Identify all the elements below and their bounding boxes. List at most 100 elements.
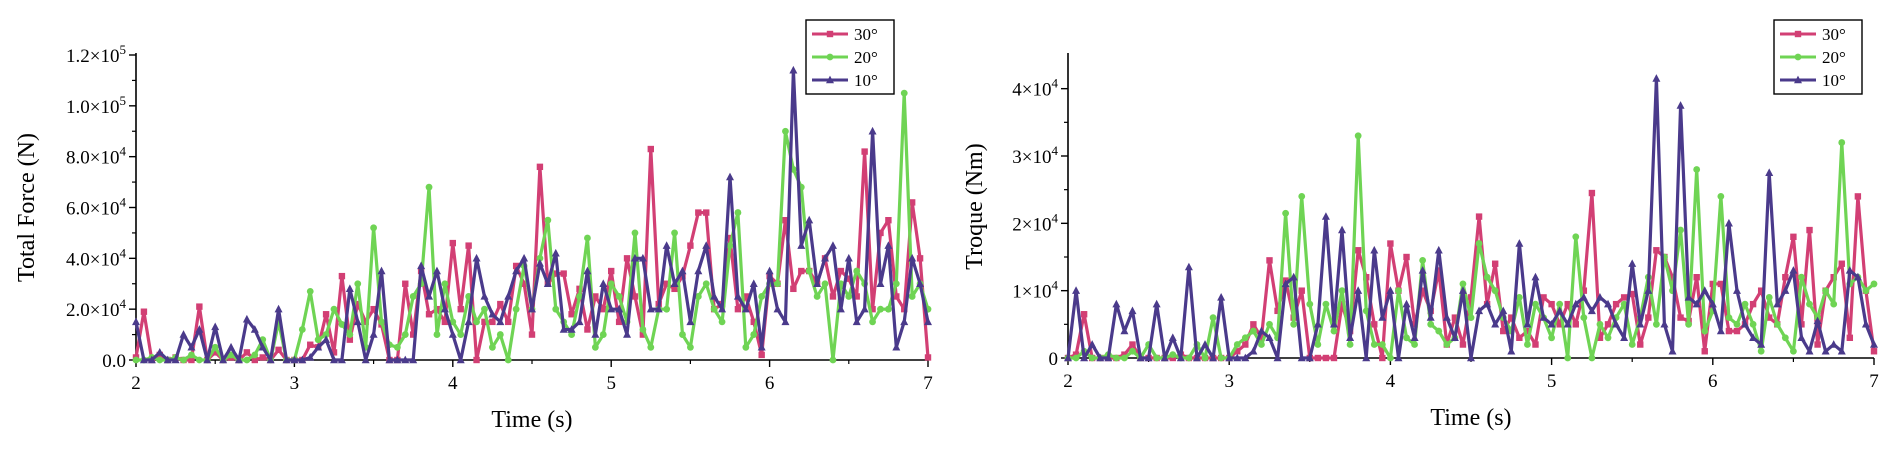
data-point xyxy=(1645,314,1652,321)
x-tick-label: 6 xyxy=(1708,371,1718,392)
data-point xyxy=(924,317,932,326)
data-point xyxy=(1282,209,1290,217)
data-point xyxy=(1838,139,1846,146)
data-point xyxy=(188,356,195,364)
data-point xyxy=(1677,314,1684,321)
data-point xyxy=(307,341,314,348)
data-point xyxy=(1572,233,1580,241)
data-point xyxy=(584,234,591,242)
data-point xyxy=(266,355,275,364)
data-point xyxy=(900,89,908,97)
y-tick-label: 4×104 xyxy=(1012,76,1058,101)
data-point xyxy=(1250,321,1257,328)
data-point xyxy=(1241,353,1250,362)
data-point xyxy=(1233,341,1241,348)
data-point xyxy=(1088,340,1097,348)
data-point xyxy=(1314,341,1322,348)
data-point xyxy=(782,127,789,135)
legend-swatch-marker xyxy=(1794,75,1802,84)
data-point xyxy=(829,356,837,364)
data-point xyxy=(1508,314,1515,321)
data-point xyxy=(425,183,433,191)
data-point xyxy=(718,304,727,313)
data-point xyxy=(1459,280,1467,288)
data-point xyxy=(536,254,544,262)
data-point xyxy=(1773,299,1782,308)
data-point xyxy=(916,279,925,287)
data-point xyxy=(1757,340,1766,348)
data-point xyxy=(1829,340,1838,348)
data-point xyxy=(242,314,251,323)
data-point xyxy=(1717,280,1725,288)
data-point xyxy=(346,336,354,343)
data-point xyxy=(687,343,694,351)
data-point xyxy=(1265,333,1274,341)
data-point xyxy=(505,318,512,326)
data-point xyxy=(1556,300,1564,308)
data-point xyxy=(251,356,258,364)
data-point xyxy=(615,304,624,313)
data-point xyxy=(243,349,251,356)
data-point xyxy=(156,356,164,364)
data-point xyxy=(1136,353,1145,362)
data-point xyxy=(1128,306,1137,315)
x-tick-label: 4 xyxy=(448,373,458,394)
data-point xyxy=(1435,327,1443,335)
data-point xyxy=(1395,287,1402,295)
data-point xyxy=(1853,272,1862,281)
data-point xyxy=(139,355,148,364)
data-point xyxy=(1249,327,1257,335)
data-point xyxy=(1072,354,1080,362)
data-point xyxy=(1419,287,1426,294)
y-tick-label: 1.2×105 xyxy=(66,42,126,67)
data-point xyxy=(1677,226,1684,234)
data-point xyxy=(1379,354,1386,362)
data-point xyxy=(1419,256,1427,264)
legend-label: 10° xyxy=(854,71,878,90)
data-point xyxy=(789,65,798,74)
data-point xyxy=(1766,314,1773,321)
data-point xyxy=(1749,300,1757,308)
data-point xyxy=(741,304,750,313)
data-point xyxy=(188,351,195,359)
data-point xyxy=(212,349,219,356)
data-point xyxy=(1491,287,1499,295)
data-point xyxy=(275,346,282,354)
data-point xyxy=(1217,293,1226,301)
data-point xyxy=(1685,320,1693,328)
data-point xyxy=(1298,287,1305,294)
data-point xyxy=(1112,299,1121,308)
data-point xyxy=(552,305,560,313)
data-point xyxy=(1064,353,1072,362)
data-point xyxy=(734,209,742,216)
data-point xyxy=(710,292,719,300)
data-point xyxy=(370,224,377,232)
data-point xyxy=(385,355,394,364)
data-point xyxy=(1564,354,1572,362)
data-point xyxy=(1652,74,1661,82)
data-point xyxy=(750,318,757,326)
data-point xyxy=(211,343,219,351)
data-point xyxy=(575,317,584,326)
legend-label: 30° xyxy=(854,25,878,44)
data-point xyxy=(678,266,687,275)
data-point xyxy=(393,343,401,351)
data-point xyxy=(1427,320,1435,328)
data-point xyxy=(1330,354,1338,362)
data-point xyxy=(314,336,322,344)
data-point xyxy=(520,253,529,262)
data-point xyxy=(599,331,607,338)
data-point xyxy=(1725,327,1733,335)
data-point xyxy=(828,241,837,249)
data-point xyxy=(1483,299,1492,308)
data-point xyxy=(1168,333,1177,341)
data-point xyxy=(734,305,742,313)
data-point xyxy=(1523,319,1532,328)
data-point xyxy=(877,305,884,313)
data-point xyxy=(900,317,909,326)
data-point xyxy=(576,293,583,300)
data-point xyxy=(568,331,575,338)
data-point xyxy=(140,308,148,315)
data-point xyxy=(472,253,481,262)
data-point xyxy=(195,325,204,333)
